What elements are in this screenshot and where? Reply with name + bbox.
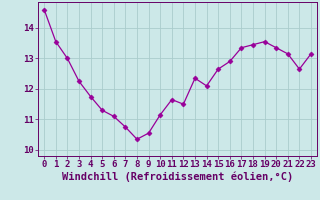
X-axis label: Windchill (Refroidissement éolien,°C): Windchill (Refroidissement éolien,°C) (62, 172, 293, 182)
